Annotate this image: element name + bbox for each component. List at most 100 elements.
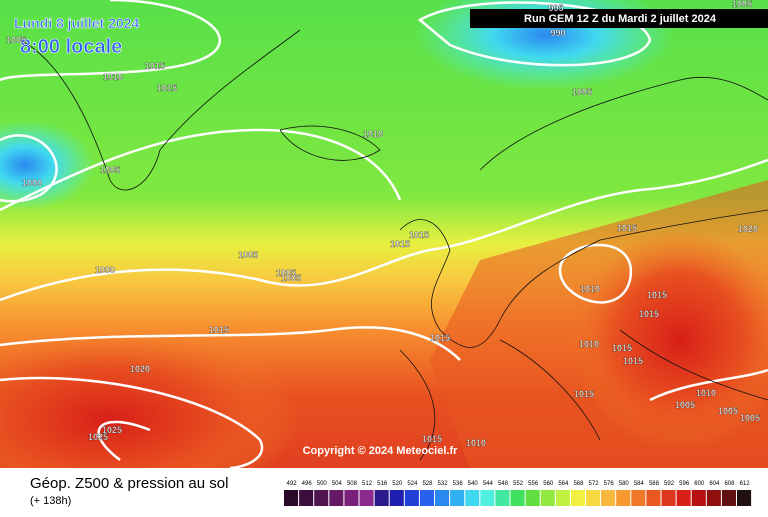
isobar-label: 1005 bbox=[100, 165, 120, 175]
scale-swatch bbox=[555, 490, 570, 506]
scale-label: 604 bbox=[709, 481, 720, 487]
isobar-label: 1010 bbox=[579, 339, 599, 349]
run-info: Run GEM 12 Z du Mardi 2 juillet 2024 bbox=[524, 13, 717, 25]
scale-swatch bbox=[389, 490, 404, 506]
scale-swatch bbox=[435, 490, 450, 506]
scale-label: 572 bbox=[589, 481, 600, 487]
isobar-label: 1005 bbox=[675, 400, 695, 410]
isobar-label: 1015 bbox=[574, 389, 594, 399]
scale-label: 508 bbox=[347, 481, 358, 487]
scale-label: 516 bbox=[377, 481, 388, 487]
isobars bbox=[0, 0, 768, 468]
scale-swatch bbox=[570, 490, 585, 506]
isobar-label: 1010 bbox=[103, 72, 123, 82]
scale-label: 512 bbox=[362, 481, 373, 487]
isobar-label: 1020 bbox=[130, 364, 150, 374]
isobar-label: 1015 bbox=[390, 239, 410, 249]
scale-label: 540 bbox=[468, 481, 479, 487]
scale-swatch bbox=[737, 490, 752, 506]
scale-label: 492 bbox=[287, 481, 298, 487]
scale-label: 548 bbox=[498, 481, 509, 487]
scale-swatch bbox=[540, 490, 555, 506]
isobar-label: 1015 bbox=[157, 83, 177, 93]
isobar-label: 1005 bbox=[740, 413, 760, 423]
scale-swatch bbox=[450, 490, 465, 506]
isobar-label: 1010 bbox=[466, 438, 486, 448]
scale-swatch bbox=[616, 490, 631, 506]
isobar-label: 1005 bbox=[276, 268, 296, 278]
isobar-label: 1015 bbox=[209, 325, 229, 335]
copyright: Copyright © 2024 Meteociel.fr bbox=[303, 445, 459, 457]
isobar-label: 1005 bbox=[572, 87, 592, 97]
run-banner bbox=[470, 9, 768, 28]
isobar-label: 1015 bbox=[639, 309, 659, 319]
scale-label: 584 bbox=[634, 481, 645, 487]
high-area bbox=[570, 230, 768, 450]
isobar-label: 1010 bbox=[580, 284, 600, 294]
scale-swatch bbox=[480, 490, 495, 506]
scale-label: 612 bbox=[740, 481, 751, 487]
scale-swatch bbox=[314, 490, 329, 506]
scale-swatch bbox=[495, 490, 510, 506]
scale-swatch bbox=[691, 490, 706, 506]
isobar-label: 1005 bbox=[718, 406, 738, 416]
scale-label: 500 bbox=[317, 481, 328, 487]
scale-swatch bbox=[284, 490, 299, 506]
scale-swatch bbox=[601, 490, 616, 506]
isobar-label: 1025 bbox=[102, 425, 122, 435]
scale-swatch bbox=[646, 490, 661, 506]
scale-swatch bbox=[419, 490, 434, 506]
isobar-label: 1015 bbox=[430, 333, 450, 343]
scale-swatch bbox=[465, 490, 480, 506]
isobar-label: 1005 bbox=[281, 273, 301, 283]
low-area bbox=[0, 120, 95, 210]
scale-swatch bbox=[721, 490, 736, 506]
scale-label: 588 bbox=[649, 481, 660, 487]
scale-swatch bbox=[359, 490, 374, 506]
coastlines bbox=[19, 29, 768, 461]
scale-swatch bbox=[329, 490, 344, 506]
scale-label: 564 bbox=[558, 481, 569, 487]
scale-label: 576 bbox=[604, 481, 615, 487]
scale-swatch bbox=[525, 490, 540, 506]
isobar-label: 1015 bbox=[409, 230, 429, 240]
isobar-label: 1010 bbox=[696, 388, 716, 398]
isobar-label: 1015 bbox=[623, 356, 643, 366]
scale-label: 592 bbox=[664, 481, 675, 487]
isobar-label: 1010 bbox=[363, 129, 383, 139]
valid-time: 8:00 locale bbox=[20, 36, 122, 58]
isobar-label: 990 bbox=[550, 28, 565, 38]
isobar-label: 1015 bbox=[422, 434, 442, 444]
isobar-label: 1000 bbox=[95, 265, 115, 275]
isobar-label: 1005 bbox=[732, 0, 752, 9]
scale-swatch bbox=[299, 490, 314, 506]
scale-label: 552 bbox=[513, 481, 524, 487]
isobar-label: 1015 bbox=[617, 223, 637, 233]
footer-lead: (+ 138h) bbox=[30, 495, 71, 507]
isobar-label: 1015 bbox=[612, 343, 632, 353]
scale-label: 608 bbox=[724, 481, 735, 487]
isobar-label: 1015 bbox=[145, 61, 165, 71]
scale-swatch bbox=[374, 490, 389, 506]
scale-label: 532 bbox=[438, 481, 449, 487]
scale-label: 560 bbox=[543, 481, 554, 487]
footer-title: Géop. Z500 & pression au sol bbox=[30, 475, 228, 492]
scale-label: 544 bbox=[483, 481, 494, 487]
scale-swatch bbox=[661, 490, 676, 506]
scale-swatch bbox=[706, 490, 721, 506]
scale-swatch bbox=[344, 490, 359, 506]
scale-label: 496 bbox=[302, 481, 313, 487]
high-area bbox=[0, 330, 300, 510]
valid-date: Lundi 8 juillet 2024 bbox=[14, 15, 139, 31]
scale-label: 528 bbox=[422, 481, 433, 487]
scale-swatch bbox=[631, 490, 646, 506]
isobar-label: 1005 bbox=[238, 250, 258, 260]
scale-swatch bbox=[676, 490, 691, 506]
scale-label: 596 bbox=[679, 481, 690, 487]
isobar-label: 995 bbox=[548, 3, 563, 13]
scale-label: 504 bbox=[332, 481, 343, 487]
scale-label: 556 bbox=[528, 481, 539, 487]
scale-label: 600 bbox=[694, 481, 705, 487]
scale-swatch bbox=[586, 490, 601, 506]
